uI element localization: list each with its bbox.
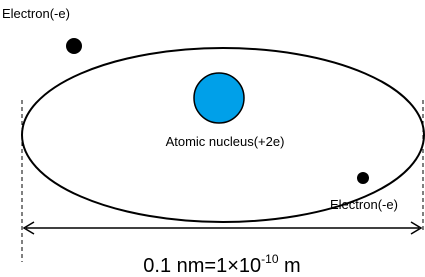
electron-label: Electron(-e) <box>330 197 398 212</box>
nucleus-label: Atomic nucleus(+2e) <box>166 134 285 149</box>
scale-unit: m <box>279 255 301 277</box>
electron <box>357 172 369 184</box>
electron-label: Electron(-e) <box>2 6 70 21</box>
scale-base: 0.1 nm=1×10 <box>143 255 261 277</box>
nucleus <box>194 73 244 123</box>
atom-diagram: Atomic nucleus(+2e) Electron(-e) Electro… <box>0 0 425 277</box>
scale-label: 0.1 nm=1×10-10 m <box>143 252 300 277</box>
electron <box>66 38 82 54</box>
scale-exponent: -10 <box>261 252 279 266</box>
